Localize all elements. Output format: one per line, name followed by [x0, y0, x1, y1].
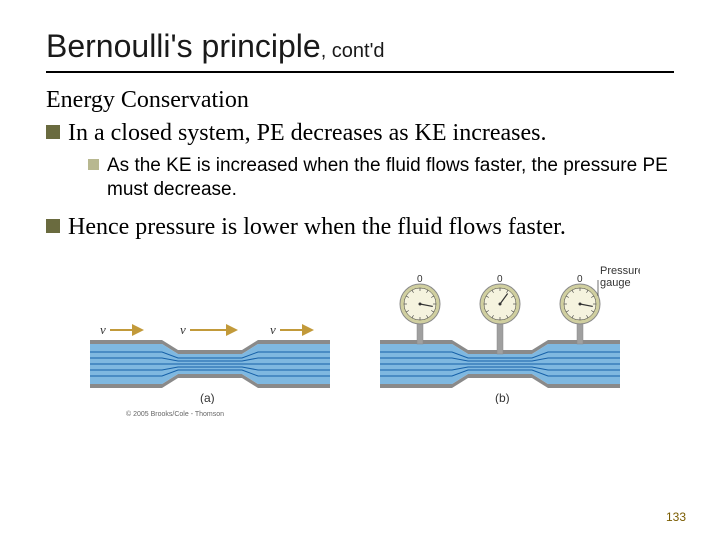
figure-copyright: © 2005 Brooks/Cole - Thomson: [126, 411, 674, 418]
figure-area: v v v 0 0 0 Pressuregauge (a) (b) © 2005 Brooks/…: [46, 254, 674, 418]
bullet-square-icon: [46, 219, 60, 233]
svg-text:Pressure: Pressure: [600, 265, 640, 277]
section-heading: Energy Conservation: [46, 87, 674, 114]
bullet-text: As the KE is increased when the fluid fl…: [107, 154, 674, 202]
svg-text:(a): (a): [200, 391, 215, 404]
svg-text:gauge: gauge: [600, 277, 631, 289]
svg-text:0: 0: [577, 274, 583, 285]
bullet-level1: In a closed system, PE decreases as KE i…: [46, 118, 674, 148]
slide-title-block: Bernoulli's principle, cont'd: [46, 28, 674, 73]
bullet-square-icon: [88, 159, 99, 170]
svg-text:v: v: [180, 322, 186, 337]
bullet-text: In a closed system, PE decreases as KE i…: [68, 118, 674, 148]
svg-text:0: 0: [497, 274, 503, 285]
bullet-level1: Hence pressure is lower when the fluid f…: [46, 212, 674, 242]
svg-text:v: v: [100, 322, 106, 337]
title-main: Bernoulli's principle: [46, 28, 321, 64]
bullet-level2: As the KE is increased when the fluid fl…: [88, 154, 674, 202]
title-suffix: , cont'd: [321, 40, 385, 62]
bullet-square-icon: [46, 125, 60, 139]
page-number: 133: [666, 510, 686, 524]
bullet-text: Hence pressure is lower when the fluid f…: [68, 212, 674, 242]
svg-text:0: 0: [417, 274, 423, 285]
svg-text:v: v: [270, 322, 276, 337]
svg-text:(b): (b): [495, 391, 510, 404]
bernoulli-diagram: v v v 0 0 0 Pressuregauge (a) (b): [80, 254, 640, 404]
